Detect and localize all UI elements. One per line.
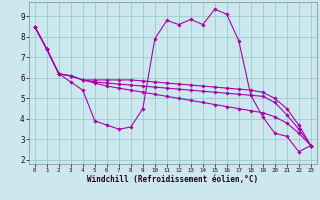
X-axis label: Windchill (Refroidissement éolien,°C): Windchill (Refroidissement éolien,°C)	[87, 175, 258, 184]
